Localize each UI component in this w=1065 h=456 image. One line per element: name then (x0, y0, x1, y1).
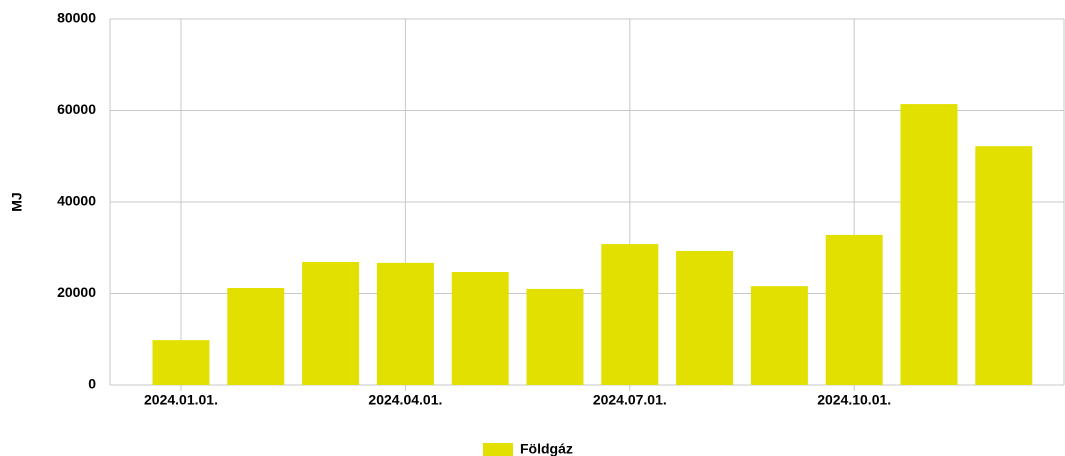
bar (601, 244, 659, 385)
bar (975, 146, 1033, 385)
bar (451, 271, 509, 385)
y-tick-label: 40000 (57, 193, 96, 209)
bar (227, 288, 285, 385)
bar (152, 340, 210, 385)
y-tick-label: 0 (88, 376, 96, 392)
x-tick-label: 2024.10.01. (817, 392, 891, 408)
legend-label: Földgáz (520, 441, 573, 456)
bar (526, 288, 584, 385)
y-tick-label: 60000 (57, 101, 96, 117)
y-tick-label: 20000 (57, 284, 96, 300)
legend-swatch (483, 443, 513, 456)
x-tick-label: 2024.07.01. (593, 392, 667, 408)
bar (900, 104, 958, 385)
x-tick-label: 2024.01.01. (144, 392, 218, 408)
bar (302, 261, 360, 385)
x-tick-label: 2024.04.01. (368, 392, 442, 408)
bar (825, 234, 883, 385)
bar (750, 286, 808, 385)
y-axis-label: MJ (9, 192, 25, 211)
y-tick-label: 80000 (57, 10, 96, 26)
bar (676, 250, 734, 385)
bar (376, 262, 434, 385)
